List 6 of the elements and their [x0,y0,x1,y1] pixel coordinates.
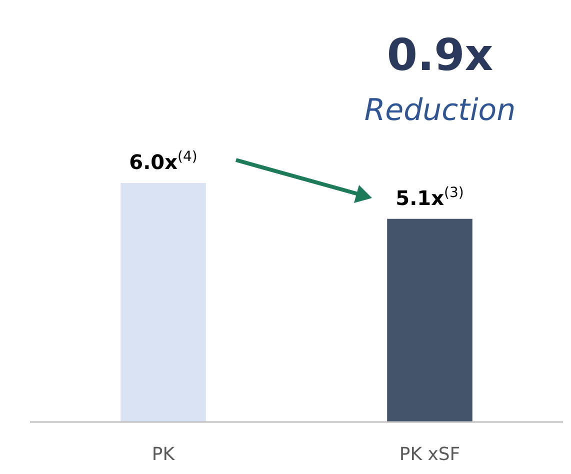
data-label: 5.1x$^{(3)}$ [396,184,464,210]
x-tick-label: PK xSF [399,444,460,465]
text: Reduction [364,93,516,128]
data-label: 6.0x$^{(4)}$ [129,149,198,174]
x-tick-label: PK [152,444,176,465]
text: 0.9x [386,30,494,81]
